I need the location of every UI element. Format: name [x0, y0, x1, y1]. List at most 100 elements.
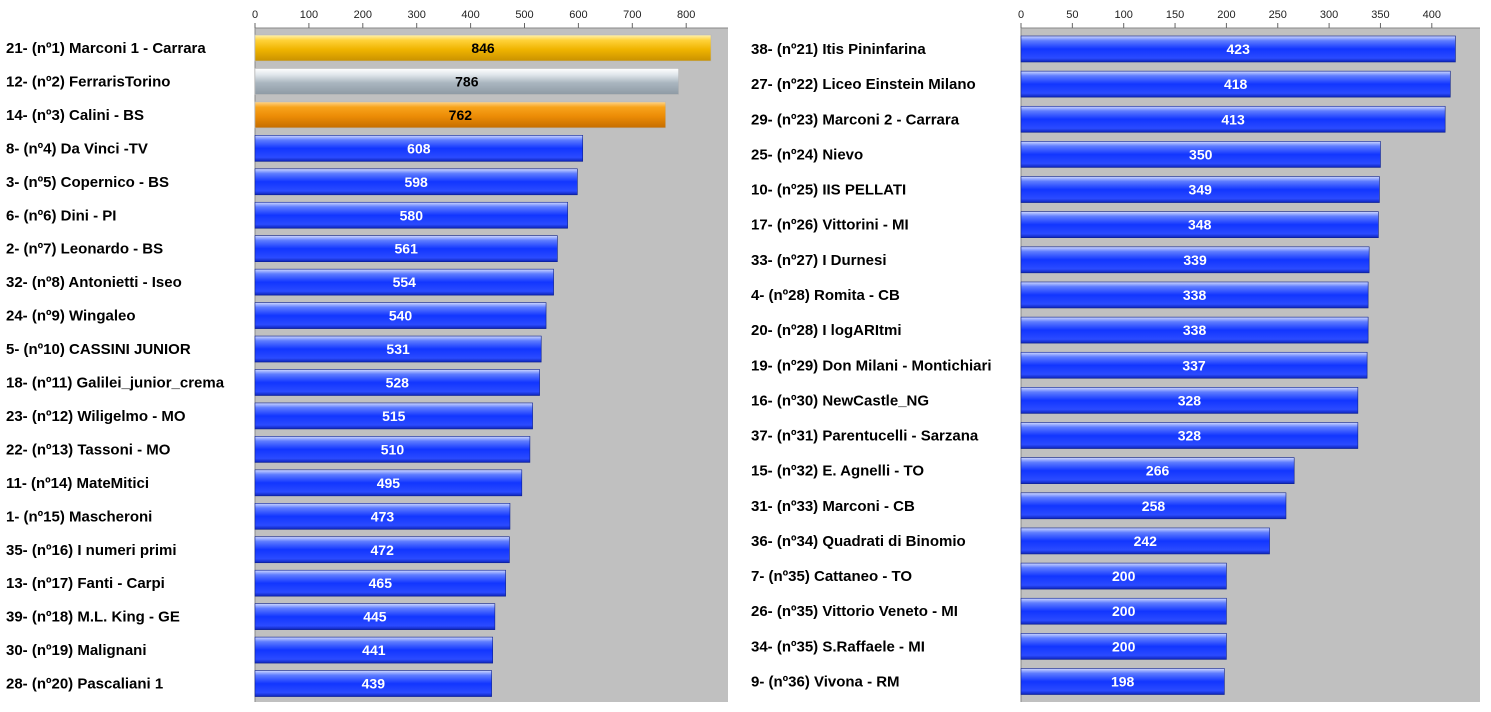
- category-label: 31- (nº33) Marconi - CB: [751, 498, 915, 515]
- category-label: 39- (nº18) M.L. King - GE: [6, 609, 180, 626]
- x-tick-label: 300: [1320, 9, 1338, 21]
- bar-value-label: 328: [1178, 392, 1202, 408]
- category-label: 2- (nº7) Leonardo - BS: [6, 241, 163, 258]
- category-label: 4- (nº28) Romita - CB: [751, 287, 900, 304]
- bar: [254, 369, 540, 396]
- bar: [1020, 351, 1368, 379]
- bar-value-label: 786: [455, 73, 479, 89]
- x-tick-label: 400: [461, 9, 479, 21]
- category-label: 21- (nº1) Marconi 1 - Carrara: [6, 40, 206, 57]
- bar: [254, 268, 554, 296]
- bar: [1020, 492, 1287, 520]
- category-label: 19- (nº29) Don Milani - Montichiari: [751, 357, 992, 374]
- x-tick-label: 0: [1018, 9, 1024, 21]
- category-label: 23- (nº12) Wiligelmo - MO: [6, 408, 186, 425]
- category-label: 17- (nº26) Vittorini - MI: [751, 217, 909, 234]
- category-label: 6- (nº6) Dini - PI: [6, 207, 116, 224]
- x-tick-label: 100: [1115, 9, 1133, 21]
- x-tick-label: 600: [569, 9, 587, 21]
- category-label: 11- (nº14) MateMitici: [6, 475, 149, 492]
- bar-value-label: 328: [1178, 428, 1202, 444]
- x-tick-label: 0: [252, 9, 258, 21]
- category-label: 1- (nº15) Mascheroni: [6, 508, 152, 525]
- bar: [254, 469, 523, 497]
- bar-value-label: 338: [1183, 287, 1207, 303]
- bar-value-label: 598: [404, 174, 428, 190]
- bar-value-label: 510: [381, 441, 405, 457]
- x-tick-label: 200: [1217, 9, 1235, 21]
- bar-value-label: 531: [386, 341, 410, 357]
- bar-value-label: 561: [395, 241, 419, 257]
- category-label: 30- (nº19) Malignani: [6, 642, 147, 659]
- x-tick-label: 50: [1066, 9, 1078, 21]
- bar: [254, 201, 568, 229]
- bar: [1020, 70, 1451, 98]
- x-tick-label: 200: [354, 9, 372, 21]
- bar-value-label: 762: [449, 107, 473, 123]
- bar: [1020, 562, 1227, 590]
- bar: [1020, 246, 1370, 274]
- bar-value-label: 846: [471, 40, 495, 56]
- bar: [254, 502, 511, 530]
- x-tick-label: 800: [677, 9, 695, 21]
- bar-value-label: 608: [407, 140, 431, 156]
- bar: [1020, 176, 1380, 203]
- bar-value-label: 540: [389, 308, 413, 324]
- category-label: 35- (nº16) I numeri primi: [6, 542, 177, 559]
- bar-value-label: 495: [377, 475, 401, 491]
- bar: [254, 335, 542, 363]
- bar: [1020, 457, 1295, 484]
- bar-value-label: 242: [1134, 533, 1158, 549]
- bar: [1020, 527, 1270, 555]
- category-label: 22- (nº13) Tassoni - MO: [6, 441, 171, 458]
- bar-value-label: 554: [393, 274, 417, 290]
- category-label: 3- (nº5) Copernico - BS: [6, 174, 169, 191]
- bar: [254, 670, 492, 697]
- category-label: 10- (nº25) IIS PELLATI: [751, 182, 906, 199]
- bar: [1020, 141, 1381, 168]
- bar-value-label: 338: [1183, 322, 1207, 338]
- bar: [1020, 105, 1446, 133]
- category-label: 37- (nº31) Parentucelli - Sarzana: [751, 428, 979, 445]
- bar: [1020, 281, 1369, 309]
- category-label: 16- (nº30) NewCastle_NG: [751, 392, 929, 409]
- bar: [254, 436, 531, 463]
- bar-value-label: 472: [371, 542, 395, 558]
- bar-value-label: 418: [1224, 76, 1248, 92]
- bar-value-label: 445: [363, 609, 387, 625]
- category-label: 33- (nº27) I Durnesi: [751, 252, 887, 269]
- bar-value-label: 423: [1227, 41, 1251, 57]
- bar-value-label: 200: [1112, 603, 1136, 619]
- x-tick-label: 300: [408, 9, 426, 21]
- x-tick-label: 500: [515, 9, 533, 21]
- bar-value-label: 439: [362, 676, 386, 692]
- bar: [1020, 35, 1456, 63]
- category-label: 5- (nº10) CASSINI JUNIOR: [6, 341, 191, 358]
- category-label: 12- (nº2) FerrarisTorino: [6, 73, 170, 90]
- x-tick-label: 100: [300, 9, 318, 21]
- category-label: 29- (nº23) Marconi 2 - Carrara: [751, 111, 960, 128]
- bar: [1020, 633, 1227, 660]
- bar-value-label: 200: [1112, 568, 1136, 584]
- right-ranking-panel: 0 50 100 150 200 250 300 350 400 38- (nº21) Itis …: [751, 9, 1480, 702]
- bar: [1020, 387, 1359, 414]
- bar-value-label: 580: [400, 207, 424, 223]
- bar: [1020, 422, 1359, 449]
- category-label: 36- (nº34) Quadrati di Binomio: [751, 533, 966, 550]
- category-label: 24- (nº9) Wingaleo: [6, 308, 136, 325]
- bar: [254, 302, 547, 329]
- category-label: 32- (nº8) Antonietti - Iseo: [6, 274, 182, 291]
- bar: [1020, 668, 1225, 695]
- bar: [254, 603, 496, 630]
- category-label: 14- (nº3) Calini - BS: [6, 107, 144, 124]
- category-label: 9- (nº36) Vivona - RM: [751, 674, 900, 691]
- x-tick-label: 250: [1269, 9, 1287, 21]
- x-tick-label: 400: [1423, 9, 1441, 21]
- bar-value-label: 198: [1111, 674, 1135, 690]
- bar: [254, 101, 667, 129]
- bar: [254, 536, 510, 564]
- left-ranking-panel: 0 100 200 300 400 500 600 700 800 21- (nº1) Marco…: [6, 9, 728, 702]
- category-label: 7- (nº35) Cattaneo - TO: [751, 568, 912, 585]
- bar-value-label: 473: [371, 508, 395, 524]
